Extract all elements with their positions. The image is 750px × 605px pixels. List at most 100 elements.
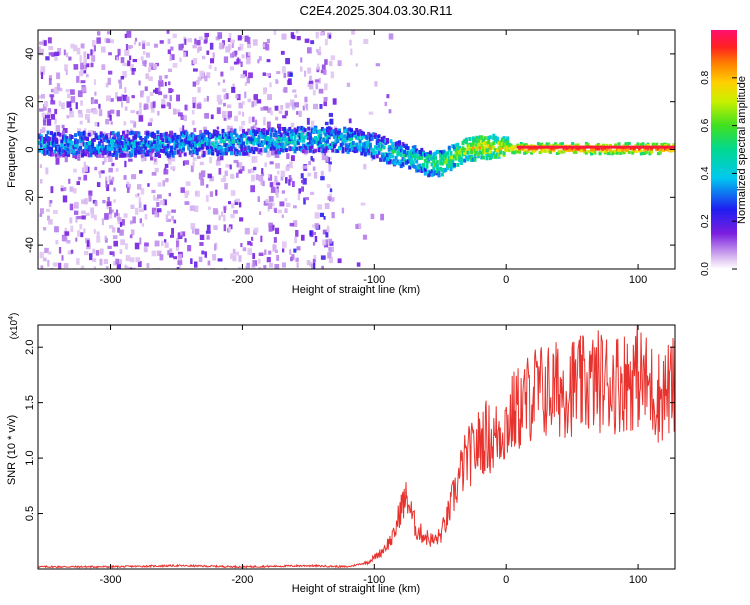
signal-cell <box>346 127 350 132</box>
noise-cell <box>94 166 98 171</box>
noise-cell <box>80 43 84 48</box>
signal-cell <box>164 151 168 156</box>
signal-cell <box>413 164 417 169</box>
signal-cell <box>115 152 119 157</box>
noise-cell <box>97 122 100 127</box>
noise-cell <box>69 203 74 211</box>
noise-cell <box>184 238 187 243</box>
noise-cell <box>131 174 137 180</box>
signal-cell <box>574 151 578 154</box>
signal-cell <box>218 135 221 140</box>
noise-cell <box>227 104 232 109</box>
noise-cell <box>386 94 390 99</box>
noise-cell <box>108 52 112 56</box>
signal-cell <box>206 140 209 145</box>
noise-cell <box>236 172 239 178</box>
noise-cell <box>222 111 227 118</box>
noise-cell <box>89 253 93 261</box>
signal-cell <box>68 142 72 147</box>
noise-cell <box>181 43 184 49</box>
signal-cell <box>329 130 333 135</box>
noise-cell <box>83 228 86 234</box>
signal-cell <box>224 151 228 156</box>
signal-cell <box>440 150 444 155</box>
noise-cell <box>268 174 273 181</box>
signal-cell <box>476 152 480 157</box>
signal-cell <box>548 148 552 152</box>
signal-cell <box>668 149 672 153</box>
noise-cell <box>285 58 290 65</box>
noise-cell <box>289 222 295 227</box>
signal-cell <box>560 142 564 146</box>
signal-cell <box>327 133 331 138</box>
signal-cell <box>216 143 220 148</box>
signal-cell <box>248 139 252 144</box>
signal-cell <box>430 169 434 174</box>
signal-cell <box>315 139 319 144</box>
signal-cell <box>116 144 120 149</box>
noise-cell <box>184 191 189 198</box>
signal-cell <box>218 150 221 155</box>
signal-cell <box>91 146 95 151</box>
noise-cell <box>328 112 333 117</box>
signal-cell <box>379 157 383 162</box>
noise-cell <box>244 35 249 42</box>
signal-cell <box>475 150 479 155</box>
noise-cell <box>73 64 79 70</box>
noise-cell <box>206 72 211 79</box>
signal-cell <box>483 145 487 150</box>
signal-cell <box>223 133 227 138</box>
noise-cell <box>128 158 133 162</box>
signal-cell <box>370 134 374 139</box>
signal-cell <box>219 149 223 154</box>
noise-cell <box>144 59 147 67</box>
noise-cell <box>138 208 144 213</box>
noise-cell <box>167 156 172 161</box>
signal-cell <box>523 143 527 147</box>
signal-cell <box>447 155 451 160</box>
signal-cell <box>130 141 134 146</box>
signal-cell <box>175 138 179 143</box>
noise-cell <box>81 210 86 214</box>
signal-cell <box>111 131 115 136</box>
noise-cell <box>131 95 135 99</box>
signal-cell <box>279 138 283 143</box>
noise-cell <box>277 170 280 175</box>
noise-cell <box>83 58 87 65</box>
signal-cell <box>199 145 203 150</box>
noise-cell <box>290 32 295 38</box>
signal-cell <box>74 133 77 138</box>
noise-cell <box>93 266 96 269</box>
noise-cell <box>125 44 129 51</box>
signal-cell <box>343 129 347 134</box>
signal-cell <box>509 146 513 150</box>
noise-cell <box>209 191 214 197</box>
signal-cell <box>485 154 489 158</box>
signal-cell <box>279 132 283 137</box>
signal-cell <box>350 136 353 141</box>
signal-cell <box>461 146 465 151</box>
signal-cell <box>91 149 95 153</box>
signal-cell <box>236 135 240 140</box>
noise-cell <box>325 239 328 245</box>
noise-cell <box>117 227 120 233</box>
noise-cell <box>261 168 264 174</box>
signal-cell <box>70 135 74 139</box>
signal-cell <box>363 152 367 157</box>
noise-cell <box>233 61 238 65</box>
signal-cell <box>55 145 59 150</box>
noise-cell <box>148 76 153 82</box>
signal-cell <box>65 141 69 146</box>
noise-cell <box>151 207 157 215</box>
signal-cell <box>432 166 436 171</box>
noise-cell <box>205 230 211 234</box>
signal-cell <box>94 148 98 153</box>
signal-cell <box>593 148 597 152</box>
signal-cell <box>116 141 120 146</box>
noise-cell <box>66 115 70 119</box>
signal-cell <box>375 141 379 146</box>
noise-cell <box>298 188 301 194</box>
signal-cell <box>386 138 389 142</box>
signal-cell <box>190 153 194 158</box>
signal-cell <box>147 140 151 145</box>
